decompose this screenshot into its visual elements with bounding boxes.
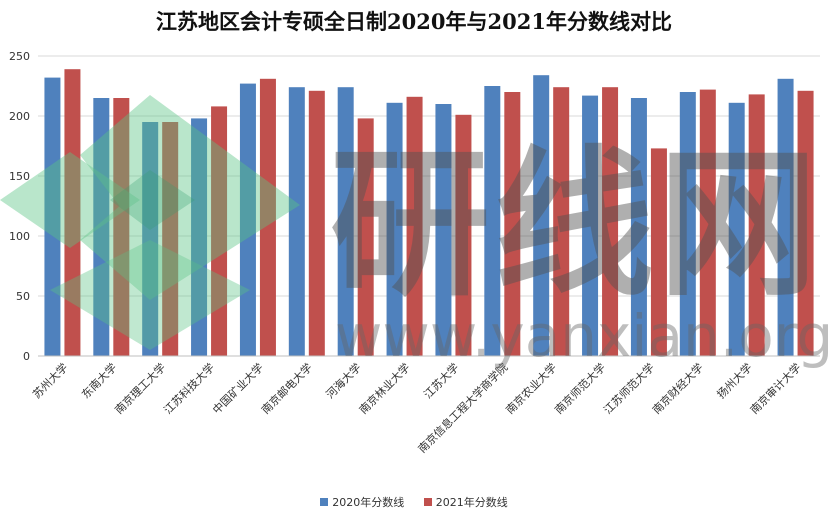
watermark-logo-shape — [110, 170, 195, 230]
bar-2021 — [602, 87, 619, 356]
legend-swatch-2020 — [320, 498, 329, 506]
bar-2020 — [191, 118, 208, 357]
bar-2021 — [259, 78, 276, 357]
y-tick-label: 250 — [9, 50, 30, 63]
bar-2020 — [288, 87, 305, 356]
bar-2021 — [308, 90, 325, 357]
bar-2021 — [357, 118, 374, 357]
y-tick-label: 50 — [16, 290, 30, 303]
legend-label-2021: 2021年分数线 — [435, 496, 508, 509]
y-tick-label: 100 — [9, 230, 30, 243]
bar-2021 — [64, 69, 81, 356]
x-category-label: 南京信息工程大学商学院 — [415, 360, 510, 455]
bar-2021 — [455, 114, 472, 356]
bar-2020 — [533, 75, 550, 356]
bar-2020 — [239, 83, 256, 356]
bar-2021 — [162, 122, 179, 356]
bar-2020 — [679, 92, 696, 356]
x-category-label: 南京邮电大学 — [258, 360, 315, 417]
bars — [44, 69, 814, 357]
bar-2021 — [406, 96, 423, 357]
y-tick-label: 0 — [23, 350, 30, 363]
legend: 2020年分数线 2021年分数线 — [0, 494, 828, 510]
legend-swatch-2021 — [423, 498, 432, 506]
bar-2020 — [582, 95, 599, 356]
legend-label-2020: 2020年分数线 — [332, 496, 405, 509]
bar-2020 — [435, 104, 452, 356]
bar-2020 — [142, 122, 159, 356]
x-category-label: 东南大学 — [78, 360, 119, 401]
bar-2020 — [44, 77, 61, 356]
chart-title: 江苏地区会计专硕全日制2020年与2021年分数线对比 — [156, 9, 672, 34]
bar-2020 — [728, 102, 745, 356]
x-category-label: 中国矿业大学 — [209, 360, 266, 417]
watermark-logo-shape — [0, 152, 140, 248]
bar-2021 — [504, 92, 521, 356]
bar-2021 — [748, 94, 765, 357]
bar-2021 — [699, 89, 716, 356]
bar-2021 — [650, 148, 667, 356]
watermark-logo-shape — [50, 240, 250, 350]
bar-2021 — [211, 106, 228, 357]
x-category-label: 苏州大学 — [30, 360, 71, 401]
watermark-logo-shape — [80, 95, 300, 300]
legend-item-2020: 2020年分数线 — [320, 494, 404, 510]
bar-2020 — [386, 102, 403, 356]
bar-2021 — [797, 90, 814, 357]
bar-2021 — [553, 87, 570, 356]
x-category-label: 南京理工大学 — [112, 360, 169, 417]
legend-item-2021: 2021年分数线 — [423, 494, 508, 510]
bar-2020 — [93, 98, 110, 356]
x-category-label: 江苏科技大学 — [161, 360, 218, 417]
bar-2020 — [484, 86, 501, 356]
bar-2020 — [630, 98, 647, 356]
y-tick-label: 200 — [9, 110, 30, 123]
bar-2020 — [337, 87, 354, 356]
bar-2021 — [113, 98, 130, 356]
watermark-text-url: www.yanxian.org — [335, 302, 828, 370]
watermark-text-cn: 研线网 — [330, 131, 822, 318]
y-tick-label: 150 — [9, 170, 30, 183]
bar-2020 — [777, 78, 794, 357]
